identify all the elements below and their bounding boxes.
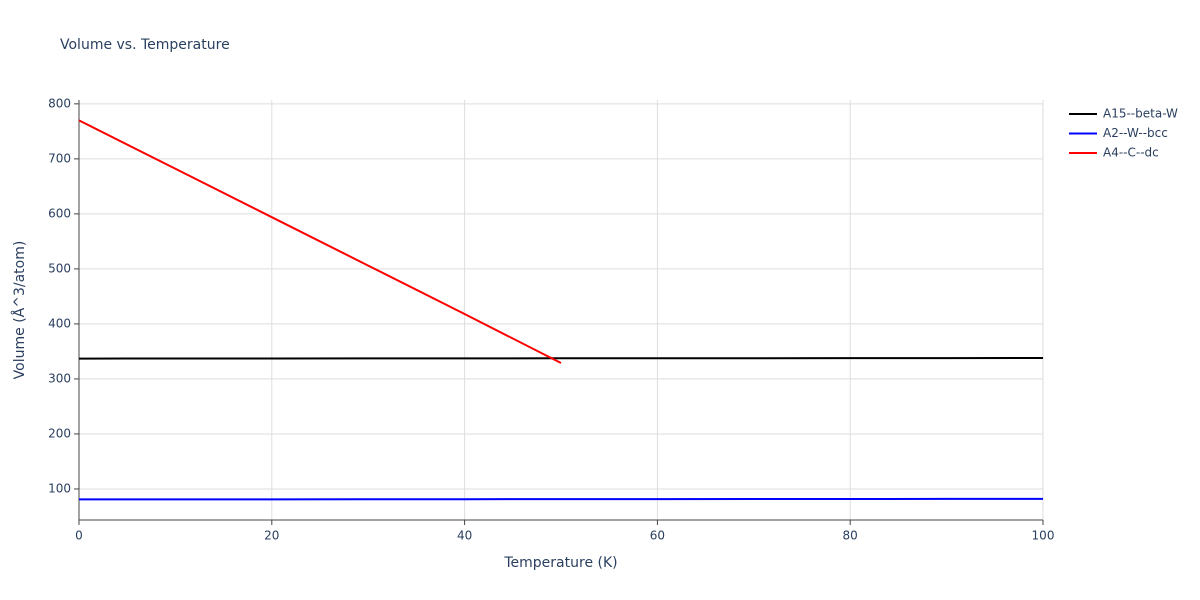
- legend-label: A4--C--dc: [1103, 146, 1159, 160]
- y-tick-label: 800: [48, 96, 71, 110]
- series-line: [78, 497, 1044, 501]
- x-axis-label: Temperature (K): [503, 555, 617, 571]
- x-tick-label: 60: [650, 529, 665, 543]
- series-line: [78, 357, 1044, 360]
- x-tick-label: 0: [75, 529, 83, 543]
- legend-label: A2--W--bcc: [1103, 126, 1168, 140]
- y-tick-label: 600: [48, 206, 71, 220]
- legend-label: A15--beta-W: [1103, 107, 1178, 121]
- x-tick-label: 100: [1032, 529, 1055, 543]
- y-tick-label: 500: [48, 261, 71, 275]
- x-tick-label: 80: [843, 529, 858, 543]
- x-tick-label: 20: [264, 529, 279, 543]
- y-tick-label: 300: [48, 371, 71, 385]
- y-tick-label: 400: [48, 316, 71, 330]
- x-tick-label: 40: [457, 529, 472, 543]
- y-tick-label: 700: [48, 151, 71, 165]
- y-tick-label: 100: [48, 481, 71, 495]
- y-tick-label: 200: [48, 426, 71, 440]
- series-line: [78, 119, 562, 364]
- chart-title: Volume vs. Temperature: [60, 37, 230, 53]
- y-axis-label: Volume (Å^3/atom): [11, 241, 28, 380]
